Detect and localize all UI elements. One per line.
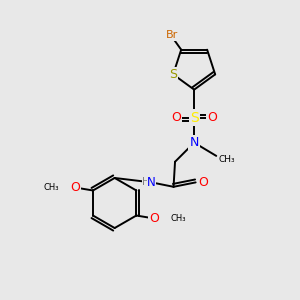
Text: N: N bbox=[147, 176, 156, 189]
Text: O: O bbox=[207, 111, 217, 124]
Text: CH₃: CH₃ bbox=[219, 155, 235, 164]
Text: CH₃: CH₃ bbox=[44, 183, 59, 192]
Text: Br: Br bbox=[166, 30, 178, 40]
Text: O: O bbox=[149, 212, 159, 225]
Text: O: O bbox=[70, 181, 80, 194]
Text: CH₃: CH₃ bbox=[170, 214, 186, 223]
Text: S: S bbox=[190, 111, 199, 124]
Text: O: O bbox=[199, 176, 208, 189]
Text: H: H bbox=[142, 177, 150, 188]
Text: S: S bbox=[169, 68, 177, 81]
Text: N: N bbox=[190, 136, 199, 149]
Text: O: O bbox=[172, 111, 182, 124]
